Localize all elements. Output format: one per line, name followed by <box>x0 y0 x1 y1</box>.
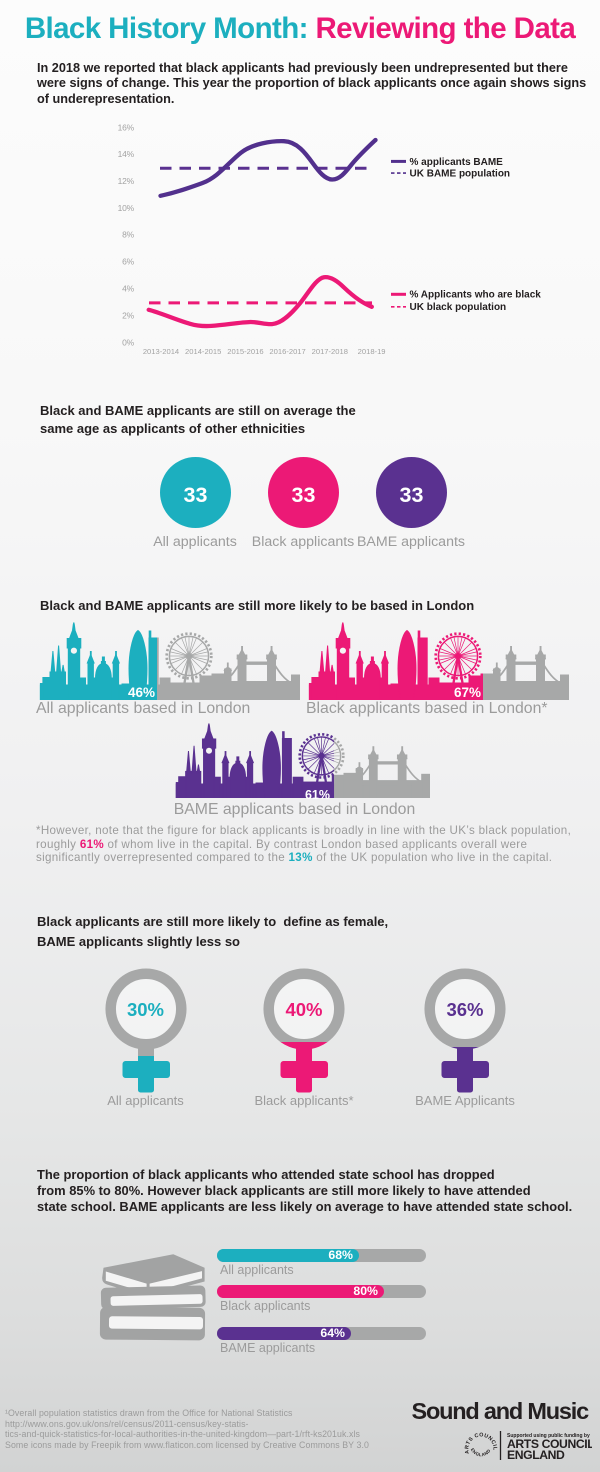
svg-text:0%: 0% <box>122 337 135 347</box>
svg-text:ENGLAND: ENGLAND <box>507 1448 565 1462</box>
svg-text:14%: 14% <box>118 149 135 159</box>
svg-text:4%: 4% <box>122 283 135 293</box>
svg-text:6%: 6% <box>122 257 135 267</box>
svg-text:2017-2018: 2017-2018 <box>312 347 348 356</box>
svg-text:UK black population: UK black population <box>410 302 507 313</box>
svg-text:2016-2017: 2016-2017 <box>269 347 305 356</box>
svg-text:ENGLAND: ENGLAND <box>470 1447 492 1457</box>
svg-text:UK BAME population: UK BAME population <box>410 169 511 180</box>
svg-text:% Applicants who are black: % Applicants who are black <box>410 290 542 301</box>
svg-text:2015-2016: 2015-2016 <box>227 347 263 356</box>
svg-text:2018-19: 2018-19 <box>358 347 386 356</box>
svg-text:2%: 2% <box>122 310 135 320</box>
svg-text:8%: 8% <box>122 230 135 240</box>
svg-text:2014-2015: 2014-2015 <box>185 347 221 356</box>
svg-text:12%: 12% <box>118 176 135 186</box>
svg-text:% applicants BAME: % applicants BAME <box>410 157 504 168</box>
svg-text:Supported using public funding: Supported using public funding by <box>507 1433 590 1439</box>
svg-text:10%: 10% <box>118 203 135 213</box>
svg-text:16%: 16% <box>118 123 135 133</box>
svg-text:2013-2014: 2013-2014 <box>143 347 179 356</box>
svg-text:ARTS COUNCIL: ARTS COUNCIL <box>507 1437 592 1451</box>
svg-text:ARTS COUNCIL: ARTS COUNCIL <box>464 1432 497 1454</box>
